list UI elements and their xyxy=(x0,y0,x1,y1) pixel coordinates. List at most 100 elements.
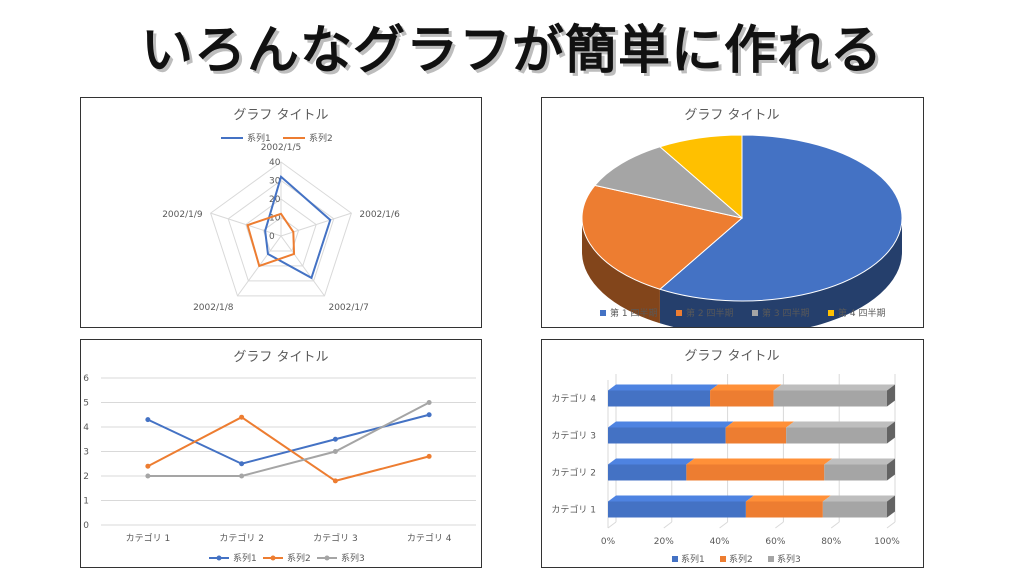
radar-gridline xyxy=(245,198,317,267)
pie-slice-side-1 xyxy=(659,218,902,327)
pie-chart-panel[interactable]: グラフ タイトル第 1 四半期 第 2 四半期 第 3 四半期 第 4 四半期 xyxy=(541,97,924,328)
pie-slice-4 xyxy=(658,134,743,220)
bar-top-3 xyxy=(773,384,895,391)
bar-top-1 xyxy=(608,384,719,391)
legend-label-1: 第 1 四半期 xyxy=(610,307,657,319)
y-tick-label: 3 xyxy=(83,448,89,458)
bar-segment-1 xyxy=(608,501,746,518)
legend-swatch-2 xyxy=(720,556,726,562)
series-3-point xyxy=(426,400,432,405)
legend-swatch-4 xyxy=(828,310,834,316)
y-tick-label: 0 xyxy=(83,521,89,531)
legend-label-3: 第 3 四半期 xyxy=(762,307,809,319)
category-label: 2002/1/5 xyxy=(261,143,301,153)
bar-top-3 xyxy=(786,421,895,428)
pie-slice-2 xyxy=(581,184,744,290)
bar-top-2 xyxy=(686,458,833,465)
legend-label-2: 系列2 xyxy=(287,552,311,564)
category-label: 2002/1/9 xyxy=(162,210,203,220)
category-label: 2002/1/8 xyxy=(193,303,234,313)
radial-tick-label: 30 xyxy=(269,177,281,187)
radial-tick-label: 40 xyxy=(269,158,281,168)
bar-segment-2 xyxy=(745,501,823,518)
bar-top-3 xyxy=(822,495,895,502)
bar-top-1 xyxy=(608,495,754,502)
gridline-floor xyxy=(886,521,896,529)
category-label: 2002/1/7 xyxy=(328,303,368,313)
series-1-point xyxy=(145,417,151,423)
legend-swatch-3 xyxy=(752,310,758,316)
series-2-point xyxy=(332,478,338,484)
stacked-bar-chart: グラフ タイトル 0% 20% 40% 60% 80% 100% カテゴリ 1 カテゴリ 2 カテ… xyxy=(551,349,900,565)
bar-side-3 xyxy=(887,458,895,481)
series-1-point xyxy=(239,461,245,467)
radar-spoke xyxy=(280,235,325,297)
line-chart-panel[interactable]: グラフ タイトル 0 1 2 3 4 5 6 カテゴリ 1 カテゴリ 2 カテゴリ 3 カテゴリ 4 系… xyxy=(80,339,482,568)
pie-slice-1 xyxy=(658,134,903,302)
category-label: 2002/1/6 xyxy=(359,210,400,220)
gridline-floor xyxy=(775,521,784,529)
headline: いろんなグラフが簡単に作れる xyxy=(140,21,883,81)
radar-gridline xyxy=(210,161,352,297)
x-tick-label: 60% xyxy=(765,537,785,547)
legend-swatch-1 xyxy=(600,310,606,316)
pie-slice-side-2 xyxy=(582,218,660,324)
series-2-point xyxy=(239,414,245,420)
gridline-floor xyxy=(607,521,617,529)
series-3-point xyxy=(239,473,245,479)
legend-label-1: 系列1 xyxy=(247,132,271,144)
radar-gridline xyxy=(227,179,335,282)
series-1-point xyxy=(426,412,432,418)
bar-segment-1 xyxy=(608,390,711,407)
bar-top-3 xyxy=(824,458,895,465)
legend-label-3: 系列3 xyxy=(341,552,365,564)
x-tick-label: カテゴリ 1 xyxy=(126,532,171,544)
bar-segment-3 xyxy=(773,390,887,407)
x-tick-label: 100% xyxy=(874,537,900,547)
y-tick-label: カテゴリ 1 xyxy=(551,504,596,516)
bar-top-2 xyxy=(710,384,782,391)
gridline-floor xyxy=(830,521,840,529)
legend-swatch-2 xyxy=(676,310,682,316)
y-tick-label: 1 xyxy=(83,497,89,507)
y-tick-label: 5 xyxy=(83,399,89,409)
x-tick-label: カテゴリ 2 xyxy=(219,532,264,544)
bar-chart-panel[interactable]: グラフ タイトル 0% 20% 40% 60% 80% 100% カテゴリ 1 カテゴリ 2 カテ… xyxy=(541,339,924,568)
series-2-point xyxy=(426,453,432,459)
legend-label-2: 第 2 四半期 xyxy=(686,307,733,319)
line-chart: グラフ タイトル 0 1 2 3 4 5 6 カテゴリ 1 カテゴリ 2 カテゴリ 3 カテゴリ 4 系… xyxy=(83,350,476,564)
series-3-point xyxy=(332,449,338,454)
legend-label-1: 系列1 xyxy=(681,553,705,565)
bar-top-1 xyxy=(608,421,734,428)
pie-slice-3 xyxy=(593,146,743,219)
radial-tick-label: 0 xyxy=(269,232,275,242)
y-tick-label: カテゴリ 3 xyxy=(551,430,596,442)
radar-spoke xyxy=(210,212,282,237)
bar-top-2 xyxy=(725,421,795,428)
series-1-polygon xyxy=(264,175,332,280)
bar-top-1 xyxy=(608,458,695,465)
x-tick-label: カテゴリ 4 xyxy=(407,532,452,544)
bar-side-3 xyxy=(887,384,895,407)
bar-segment-2 xyxy=(710,390,774,407)
gridline-floor xyxy=(719,521,728,529)
radar-chart-panel[interactable]: グラフ タイトル 系列1 系列2 0 10 20 30 40 2002/1/5 2002/1/6 2… xyxy=(80,97,482,328)
legend-label-2: 系列2 xyxy=(309,132,333,144)
y-tick-label: 6 xyxy=(83,374,89,384)
legend-label-3: 系列3 xyxy=(777,553,801,565)
bar-side-3 xyxy=(887,495,895,518)
x-tick-label: 0% xyxy=(601,537,616,547)
bar-segment-2 xyxy=(725,427,787,444)
legend-marker-1 xyxy=(216,555,222,561)
y-tick-label: カテゴリ 4 xyxy=(551,393,596,405)
series-2-point xyxy=(145,463,151,469)
y-tick-label: カテゴリ 2 xyxy=(551,467,596,479)
bar-segment-1 xyxy=(608,464,687,481)
chart-title: グラフ タイトル xyxy=(233,108,328,123)
legend-swatch-3 xyxy=(768,556,774,562)
legend-swatch-1 xyxy=(672,556,678,562)
x-tick-label: 80% xyxy=(821,537,841,547)
series-3-line xyxy=(147,401,430,477)
bar-segment-3 xyxy=(822,501,887,518)
